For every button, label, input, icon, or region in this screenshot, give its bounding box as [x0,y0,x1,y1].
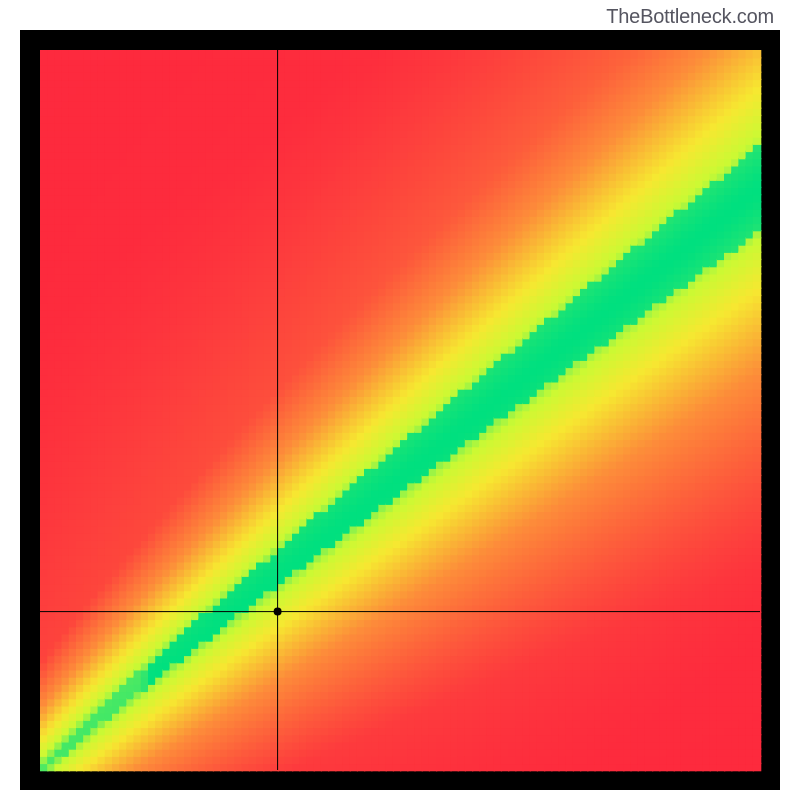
chart-container: TheBottleneck.com [0,0,800,800]
attribution-text: TheBottleneck.com [606,6,774,29]
plot-frame [20,30,780,790]
bottleneck-heatmap [20,30,780,790]
